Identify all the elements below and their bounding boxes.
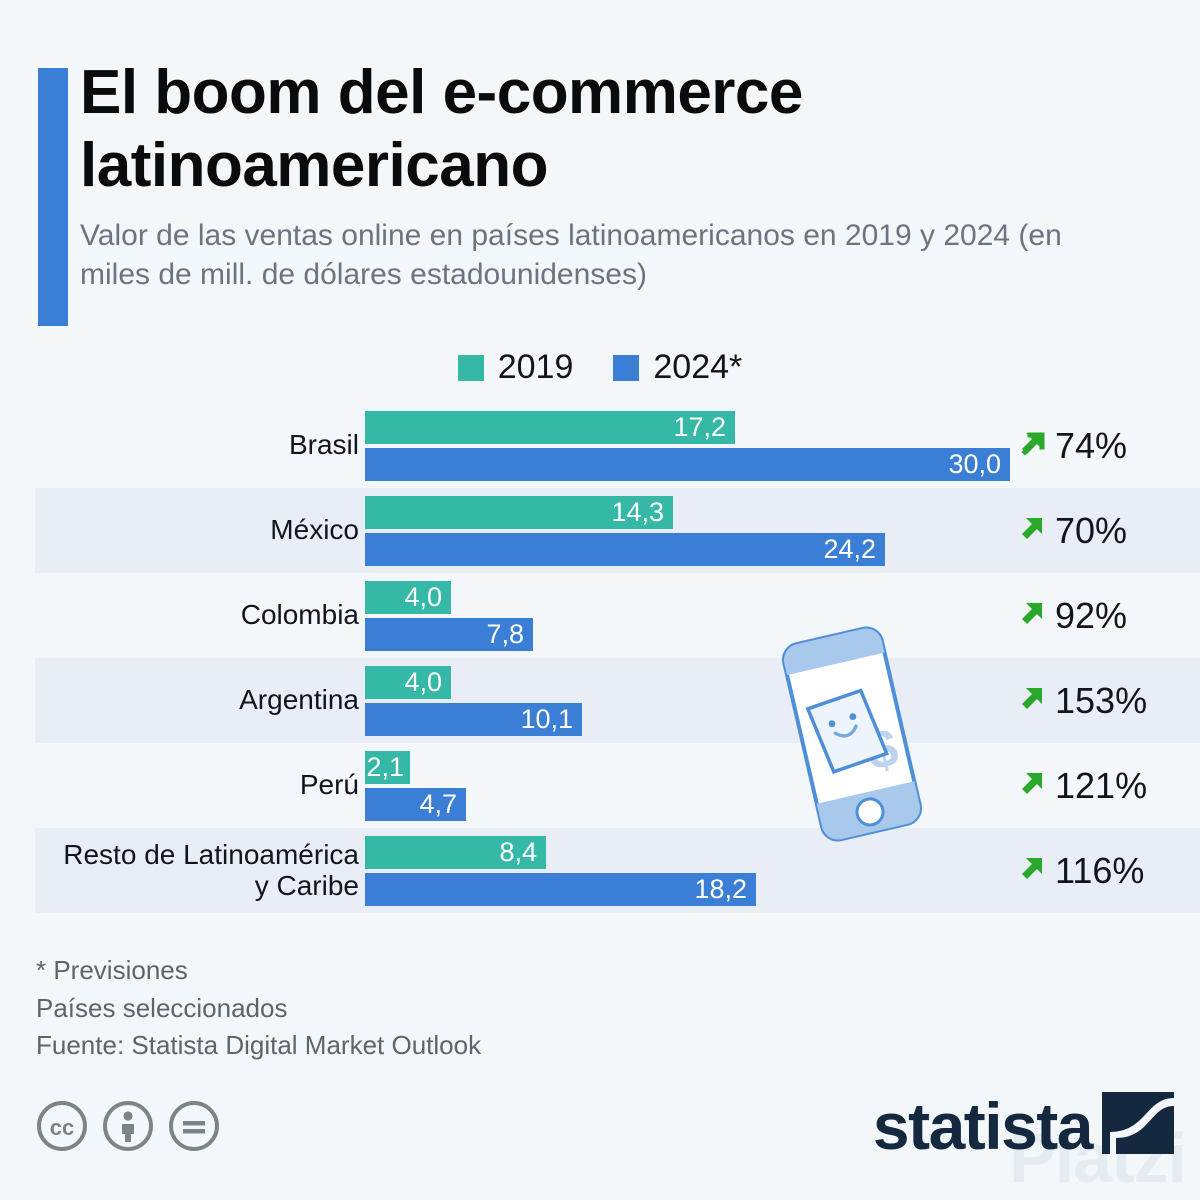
row-bars: 4,0 10,1 <box>365 665 1015 736</box>
table-row[interactable]: Argentina 4,0 10,1 153% <box>0 658 1200 743</box>
bar-2019[interactable]: 4,0 <box>365 580 451 614</box>
arrow-up-right-icon <box>1015 511 1049 550</box>
bar-2019[interactable]: 14,3 <box>365 495 673 529</box>
footnote-source: Fuente: Statista Digital Market Outlook <box>36 1030 482 1061</box>
bar-value-2024: 30,0 <box>948 448 1001 479</box>
attribution-person-icon <box>102 1100 154 1157</box>
growth-indicator: 70% <box>1015 510 1200 552</box>
cc-icon: cc <box>36 1100 88 1157</box>
growth-indicator: 116% <box>1015 850 1200 892</box>
page-subtitle: Valor de las ventas online en países lat… <box>80 219 1062 292</box>
growth-value: 74% <box>1055 424 1128 466</box>
bar-value-2024: 4,7 <box>419 788 457 819</box>
legend-item-2024[interactable]: 2024* <box>613 348 742 387</box>
table-row[interactable]: Colombia 4,0 7,8 92% <box>0 573 1200 658</box>
bar-value-2024: 10,1 <box>520 703 573 734</box>
row-bars: 14,3 24,2 <box>365 495 1015 566</box>
bar-value-2024: 24,2 <box>823 533 876 564</box>
bar-value-2019: 4,0 <box>404 666 442 697</box>
growth-value: 92% <box>1055 594 1128 636</box>
header: El boom del e-commerce latinoamericano V… <box>0 56 1200 326</box>
legend-item-2019[interactable]: 2019 <box>457 348 574 387</box>
growth-value: 121% <box>1055 764 1148 806</box>
row-label: México <box>270 514 359 546</box>
bar-2019[interactable]: 2,1 <box>365 750 410 784</box>
bar-2024[interactable]: 10,1 <box>365 702 582 736</box>
bar-2024[interactable]: 24,2 <box>365 532 885 566</box>
chart-legend: 2019 2024* <box>0 348 1200 387</box>
bar-value-2019: 14,3 <box>611 496 664 527</box>
row-bars: 17,2 30,0 <box>365 410 1015 481</box>
row-label: Perú <box>299 769 359 801</box>
growth-value: 116% <box>1055 849 1145 891</box>
footnotes: * Previsiones Países seleccionados Fuent… <box>36 952 481 1065</box>
growth-indicator: 121% <box>1015 765 1200 807</box>
growth-value: 70% <box>1055 509 1128 551</box>
bar-2019[interactable]: 8,4 <box>365 835 546 869</box>
no-derivatives-equals-icon <box>168 1100 220 1157</box>
legend-label-2024: 2024* <box>653 348 743 386</box>
row-label: Argentina <box>239 684 359 716</box>
arrow-up-right-icon <box>1015 851 1049 890</box>
accent-bar <box>38 68 68 326</box>
row-bars: 8,4 18,2 <box>365 835 1015 906</box>
row-label: Brasil <box>288 429 359 461</box>
legend-label-2019: 2019 <box>497 348 574 386</box>
statista-wordmark: statista <box>872 1088 1094 1163</box>
bar-value-2019: 2,1 <box>366 751 404 782</box>
bar-2024[interactable]: 30,0 <box>365 447 1010 481</box>
arrow-up-right-icon <box>1015 596 1049 635</box>
row-label: Resto de Latinoamérica y Caribe <box>63 839 359 901</box>
bar-value-2019: 17,2 <box>673 411 726 442</box>
table-row[interactable]: Perú 2,1 4,7 121% <box>0 743 1200 828</box>
row-bars: 2,1 4,7 <box>365 750 1015 821</box>
table-row[interactable]: Brasil 17,2 30,0 74% <box>0 403 1200 488</box>
bar-2019[interactable]: 4,0 <box>365 665 451 699</box>
arrow-up-right-icon <box>1015 426 1049 465</box>
bar-2024[interactable]: 4,7 <box>365 787 466 821</box>
bar-chart: Brasil 17,2 30,0 74% Méxi <box>0 403 1200 913</box>
bar-2024[interactable]: 18,2 <box>365 872 756 906</box>
growth-indicator: 153% <box>1015 680 1200 722</box>
bar-value-2019: 8,4 <box>499 836 537 867</box>
legend-swatch-2019-icon <box>457 354 484 381</box>
svg-text:cc: cc <box>50 1115 74 1140</box>
bar-value-2024: 7,8 <box>486 618 524 649</box>
table-row[interactable]: Resto de Latinoamérica y Caribe 8,4 18,2… <box>0 828 1200 913</box>
growth-indicator: 92% <box>1015 595 1200 637</box>
statista-mark-icon <box>1102 1092 1174 1159</box>
bar-2019[interactable]: 17,2 <box>365 410 735 444</box>
arrow-up-right-icon <box>1015 766 1049 805</box>
footnote-forecast: * Previsiones <box>36 955 188 985</box>
growth-value: 153% <box>1055 679 1148 721</box>
bar-2024[interactable]: 7,8 <box>365 617 533 651</box>
bar-value-2019: 4,0 <box>404 581 442 612</box>
bar-value-2024: 18,2 <box>694 873 747 904</box>
statista-logo: statista <box>873 1092 1174 1159</box>
legend-swatch-2024-icon <box>613 354 640 381</box>
growth-indicator: 74% <box>1015 425 1200 467</box>
footnote-countries: Países seleccionados <box>36 992 288 1023</box>
creative-commons-license[interactable]: cc <box>36 1100 220 1157</box>
table-row[interactable]: México 14,3 24,2 70% <box>0 488 1200 573</box>
row-label: Colombia <box>240 599 359 631</box>
arrow-up-right-icon <box>1015 681 1049 720</box>
row-bars: 4,0 7,8 <box>365 580 1015 651</box>
page-title: El boom del e-commerce latinoamericano <box>80 58 803 201</box>
